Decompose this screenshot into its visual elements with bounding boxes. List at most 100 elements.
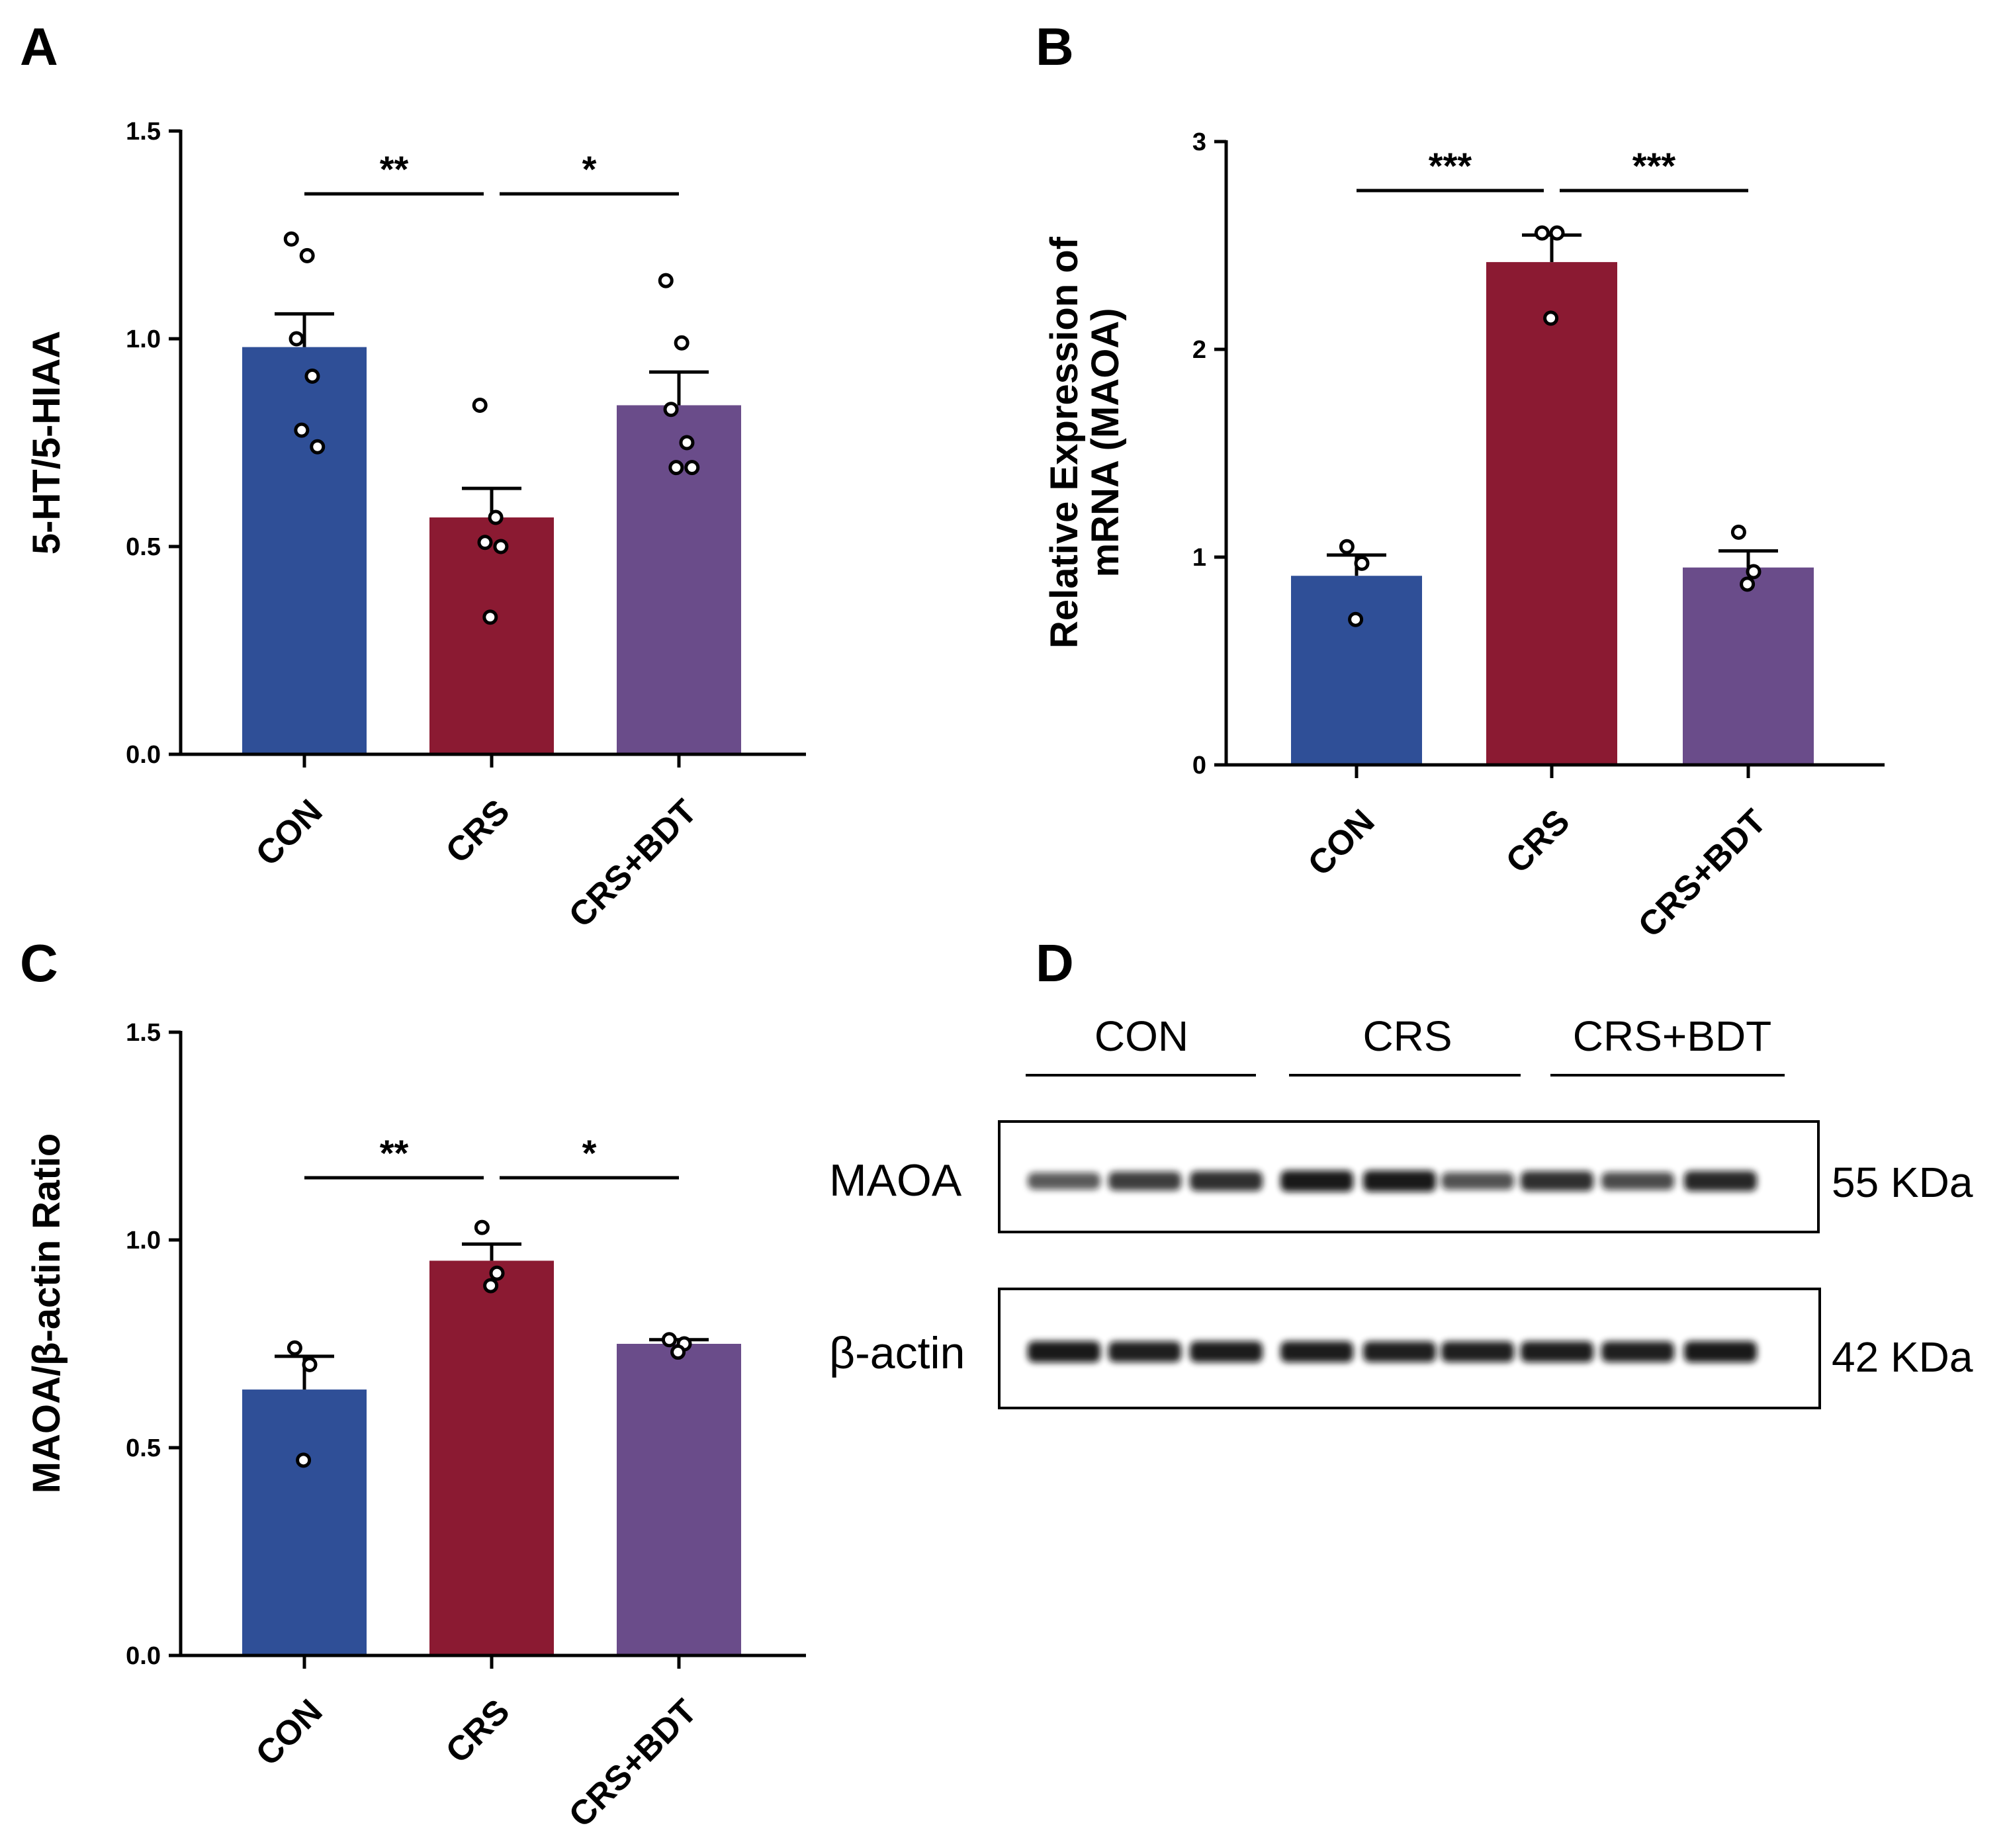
y-axis-label-a: 5-HT/5-HIAA <box>25 331 68 554</box>
x-tick-label-b-crs-bdt: CRS+BDT <box>1631 802 1774 945</box>
data-point-c-crs <box>474 1219 490 1235</box>
blot-band-maoa <box>1028 1172 1100 1190</box>
blot-band-maoa <box>1190 1171 1263 1191</box>
data-point-a-con <box>304 369 320 384</box>
bar-b-crs <box>1486 262 1617 765</box>
significance-label-b: *** <box>1429 145 1472 187</box>
bar-c-crs <box>429 1260 554 1655</box>
panel-label-a: A <box>20 17 58 76</box>
data-point-a-con <box>299 247 315 263</box>
western-blot-panel: CON CRS CRS+BDT MAOA 55 KDa β-actin 42 K… <box>829 1012 1973 1409</box>
data-point-b-crs-bdt <box>1746 564 1762 580</box>
significance-label-a: * <box>582 148 597 190</box>
data-point-a-crs <box>472 397 488 413</box>
data-point-a-con <box>283 231 299 247</box>
bar-a-crs-bdt <box>617 405 741 754</box>
blot-band-beta-actin <box>1601 1341 1674 1362</box>
y-tick-label-a: 1.0 <box>126 326 161 353</box>
y-tick-label-b: 0 <box>1192 752 1206 779</box>
blot-band-beta-actin <box>1190 1341 1263 1362</box>
data-point-a-con <box>289 331 304 347</box>
y-tick-label-c: 0.0 <box>126 1642 161 1670</box>
blot-band-maoa <box>1684 1170 1757 1192</box>
significance-label-b: *** <box>1632 145 1676 187</box>
data-point-a-crs-bdt <box>684 460 700 476</box>
data-point-c-con <box>287 1340 302 1356</box>
data-point-b-con <box>1339 539 1355 554</box>
blot-band-beta-actin <box>1363 1341 1436 1362</box>
x-tick-label-a-con: CON <box>249 792 330 873</box>
x-tick-label-a-crs: CRS <box>439 792 517 871</box>
data-point-c-con <box>296 1452 312 1468</box>
blot-row-label-maoa: MAOA <box>829 1155 962 1206</box>
chart-panel-b: 0 1 2 3 CON CRS CRS+BDT Relative Expression ofm… <box>1043 128 1885 945</box>
data-point-b-crs-bdt <box>1730 524 1746 540</box>
x-tick-label-a-crs-bdt: CRS+BDT <box>562 792 705 935</box>
data-point-b-crs <box>1543 310 1559 326</box>
y-tick-label-b: 2 <box>1192 336 1206 364</box>
data-point-a-crs-bdt <box>674 335 690 351</box>
panel-label-b: B <box>1036 17 1074 76</box>
bar-c-con <box>242 1389 367 1655</box>
data-point-a-crs <box>493 539 509 554</box>
blot-size-label-maoa: 55 KDa <box>1832 1159 1973 1206</box>
x-tick-label-b-crs: CRS <box>1499 802 1578 881</box>
blot-band-maoa <box>1601 1172 1674 1190</box>
data-point-c-crs-bdt <box>661 1332 677 1348</box>
y-axis-label-b: mRNA (MAOA) <box>1084 308 1127 577</box>
data-point-a-crs <box>477 535 493 550</box>
bar-a-crs <box>429 517 554 754</box>
blot-size-label-beta-actin: 42 KDa <box>1832 1333 1973 1381</box>
blot-bands-beta-actin <box>1028 1341 1757 1362</box>
data-point-a-crs <box>482 609 498 625</box>
y-axis-label-c: MAOA/β-actin Ratio <box>25 1133 68 1494</box>
data-point-a-crs-bdt <box>658 273 674 288</box>
y-axis-label-b: Relative Expression of <box>1043 236 1086 648</box>
blot-group-label-crs-bdt: CRS+BDT <box>1573 1012 1772 1060</box>
blot-band-maoa <box>1363 1170 1436 1192</box>
data-point-c-con <box>302 1356 318 1372</box>
data-point-b-con <box>1348 611 1364 627</box>
bar-b-con <box>1291 576 1422 765</box>
y-tick-label-c: 1.5 <box>126 1019 161 1047</box>
data-point-a-crs-bdt <box>668 460 684 476</box>
blot-band-beta-actin <box>1280 1341 1353 1362</box>
significance-label-a: ** <box>380 148 409 190</box>
blot-band-beta-actin <box>1521 1341 1593 1362</box>
data-point-a-con <box>294 422 310 438</box>
blot-band-maoa <box>1108 1171 1181 1191</box>
data-point-a-crs <box>488 509 504 525</box>
blot-group-label-con: CON <box>1094 1012 1188 1060</box>
data-point-b-crs <box>1549 225 1565 241</box>
blot-band-beta-actin <box>1108 1341 1181 1362</box>
blot-band-beta-actin <box>1441 1341 1514 1362</box>
blot-band-beta-actin <box>1028 1341 1100 1362</box>
data-point-b-crs-bdt <box>1740 576 1756 592</box>
blot-band-beta-actin <box>1684 1341 1757 1362</box>
panel-label-c: C <box>20 934 58 992</box>
y-tick-label-b: 3 <box>1192 128 1206 156</box>
panel-label-d: D <box>1036 934 1074 992</box>
blot-band-maoa <box>1280 1170 1353 1192</box>
blot-row-label-beta-actin: β-actin <box>829 1328 965 1378</box>
x-tick-label-c-crs: CRS <box>439 1692 517 1771</box>
y-tick-label-c: 0.5 <box>126 1434 161 1462</box>
blot-bands-maoa <box>1028 1170 1757 1192</box>
data-point-c-crs-bdt <box>670 1344 686 1360</box>
bar-b-crs-bdt <box>1683 567 1814 765</box>
data-point-b-crs <box>1534 225 1550 241</box>
data-point-b-con <box>1354 555 1370 571</box>
x-tick-label-b-con: CON <box>1301 802 1382 883</box>
x-tick-label-c-con: CON <box>249 1692 330 1773</box>
chart-panel-c: 0.0 0.5 1.0 1.5 CON CRS CRS+BDT MAOA/β-actin Ra… <box>25 1019 806 1835</box>
y-tick-label-c: 1.0 <box>126 1227 161 1254</box>
data-point-a-crs-bdt <box>663 402 679 418</box>
data-point-c-crs <box>489 1265 505 1281</box>
blot-group-label-crs: CRS <box>1362 1012 1452 1060</box>
y-tick-label-a: 0.0 <box>126 741 161 769</box>
x-tick-label-c-crs-bdt: CRS+BDT <box>562 1692 705 1835</box>
y-tick-label-a: 0.5 <box>126 533 161 561</box>
y-tick-label-b: 1 <box>1192 544 1206 572</box>
data-point-c-crs <box>483 1278 499 1294</box>
